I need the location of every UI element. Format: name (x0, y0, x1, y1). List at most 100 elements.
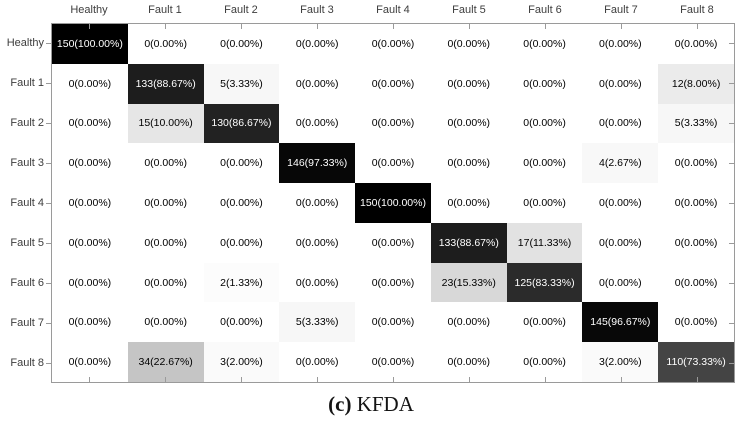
bottom-tick (241, 377, 242, 382)
bottom-tick (89, 377, 90, 382)
matrix-cell: 0(0.00%) (430, 302, 507, 343)
top-tick (621, 24, 622, 29)
matrix-cell: 0(0.00%) (127, 262, 204, 303)
left-tick (46, 203, 51, 204)
bottom-tick (545, 377, 546, 382)
matrix-cell: 0(0.00%) (355, 302, 431, 343)
left-tick (46, 163, 51, 164)
matrix-cell: 0(0.00%) (52, 302, 128, 343)
matrix-cell: 0(0.00%) (203, 24, 280, 64)
right-tick (729, 83, 734, 84)
bottom-tick (697, 377, 698, 382)
right-tick (729, 163, 734, 164)
matrix-cell: 0(0.00%) (52, 262, 128, 303)
matrix-cell: 0(0.00%) (506, 183, 583, 223)
matrix-cell: 0(0.00%) (355, 63, 431, 104)
confusion-matrix-grid: 150(100.00%) 0(0.00%) 0(0.00%) 0(0.00%) 0(0.… (51, 23, 735, 383)
matrix-cell: 145(96.67%) (582, 302, 659, 343)
top-tick (241, 24, 242, 29)
matrix-cell: 0(0.00%) (582, 103, 659, 144)
matrix-cell: 0(0.00%) (279, 63, 356, 104)
matrix-cell: 0(0.00%) (127, 143, 204, 184)
matrix-cell: 0(0.00%) (52, 342, 128, 382)
left-tick (46, 83, 51, 84)
matrix-cell: 133(88.67%) (430, 222, 507, 263)
matrix-cell: 150(100.00%) (355, 183, 431, 223)
matrix-cell: 12(8.00%) (658, 63, 734, 104)
matrix-cell: 150(100.00%) (52, 24, 128, 64)
x-tick-label: Fault 3 (300, 4, 334, 16)
bottom-tick (165, 377, 166, 382)
matrix-cell: 0(0.00%) (279, 103, 356, 144)
matrix-cell: 0(0.00%) (279, 342, 356, 382)
matrix-cell: 0(0.00%) (52, 222, 128, 263)
matrix-cell: 15(10.00%) (127, 103, 204, 144)
y-tick-label: Fault 7 (10, 317, 44, 329)
matrix-cell: 17(11.33%) (506, 222, 583, 263)
matrix-cell: 0(0.00%) (52, 63, 128, 104)
top-tick (165, 24, 166, 29)
matrix-cell: 0(0.00%) (127, 24, 204, 64)
matrix-cell: 0(0.00%) (127, 222, 204, 263)
top-tick (317, 24, 318, 29)
x-tick-label: Fault 7 (604, 4, 638, 16)
top-tick (469, 24, 470, 29)
x-tick-label: Fault 5 (452, 4, 486, 16)
x-tick-label: Fault 1 (148, 4, 182, 16)
matrix-cell: 5(3.33%) (203, 63, 280, 104)
y-tick-label: Fault 5 (10, 237, 44, 249)
matrix-cell: 0(0.00%) (203, 143, 280, 184)
matrix-cell: 0(0.00%) (52, 183, 128, 223)
matrix-cell: 0(0.00%) (506, 143, 583, 184)
matrix-cell: 0(0.00%) (279, 262, 356, 303)
matrix-cell: 0(0.00%) (52, 143, 128, 184)
matrix-cell: 0(0.00%) (506, 24, 583, 64)
matrix-cell: 130(86.67%) (203, 103, 280, 144)
figure-caption: (c) KFDA (0, 392, 742, 417)
matrix-cell: 0(0.00%) (506, 103, 583, 144)
caption-label: KFDA (356, 392, 414, 416)
matrix-cell: 0(0.00%) (127, 183, 204, 223)
x-tick-label: Fault 4 (376, 4, 410, 16)
right-tick (729, 283, 734, 284)
left-tick (46, 243, 51, 244)
right-tick (729, 203, 734, 204)
y-tick-label: Healthy (6, 37, 44, 49)
matrix-cell: 0(0.00%) (52, 103, 128, 144)
matrix-cell: 0(0.00%) (506, 342, 583, 382)
matrix-cell: 146(97.33%) (279, 143, 356, 184)
left-tick (46, 323, 51, 324)
bottom-tick (317, 377, 318, 382)
y-tick-label: Fault 2 (10, 117, 44, 129)
top-tick (697, 24, 698, 29)
matrix-cell: 0(0.00%) (203, 183, 280, 223)
matrix-cell: 0(0.00%) (203, 222, 280, 263)
matrix-cell: 0(0.00%) (658, 222, 734, 263)
matrix-cell: 0(0.00%) (582, 262, 659, 303)
y-tick-label: Fault 3 (10, 157, 44, 169)
matrix-cell: 0(0.00%) (430, 103, 507, 144)
top-tick (89, 24, 90, 29)
matrix-cell: 4(2.67%) (582, 143, 659, 184)
matrix-cell: 0(0.00%) (430, 63, 507, 104)
matrix-cell: 0(0.00%) (127, 302, 204, 343)
right-tick (729, 243, 734, 244)
x-tick-label: Healthy (70, 4, 108, 16)
matrix-cell: 0(0.00%) (582, 63, 659, 104)
right-tick (729, 363, 734, 364)
bottom-tick (393, 377, 394, 382)
matrix-cell: 0(0.00%) (430, 143, 507, 184)
left-tick (46, 43, 51, 44)
matrix-cell: 3(2.00%) (582, 342, 659, 382)
left-tick (46, 363, 51, 364)
matrix-cell: 0(0.00%) (582, 183, 659, 223)
matrix-cell: 0(0.00%) (430, 24, 507, 64)
x-tick-label: Fault 2 (224, 4, 258, 16)
matrix-cell: 0(0.00%) (658, 24, 734, 64)
matrix-cell: 0(0.00%) (658, 183, 734, 223)
y-tick-label: Fault 4 (10, 197, 44, 209)
matrix-cell: 3(2.00%) (203, 342, 280, 382)
matrix-cell: 0(0.00%) (203, 302, 280, 343)
matrix-cell: 0(0.00%) (279, 183, 356, 223)
